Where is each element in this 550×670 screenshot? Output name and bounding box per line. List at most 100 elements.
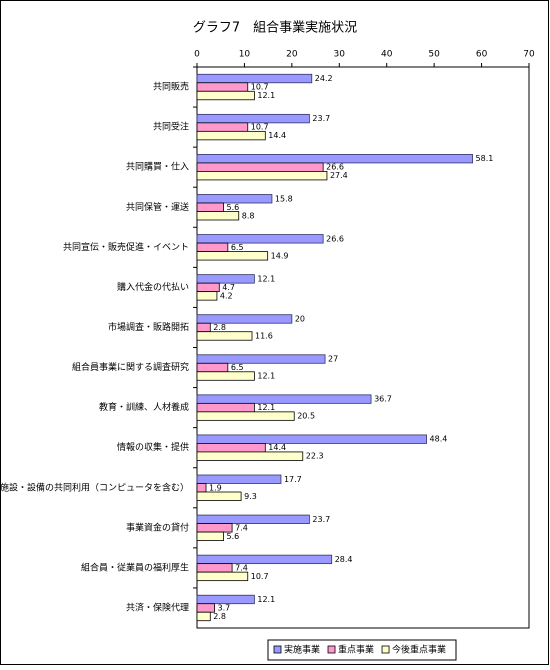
bar [196, 514, 310, 524]
bar [196, 331, 253, 341]
bar [196, 451, 304, 461]
bar [196, 483, 207, 493]
bar [196, 242, 229, 252]
legend-label: 実施事業 [284, 644, 320, 656]
value-label: 2.8 [213, 612, 226, 621]
legend-label: 今後重点事業 [392, 644, 446, 656]
bar [196, 554, 333, 565]
value-label: 5.6 [227, 203, 240, 212]
bar [196, 113, 310, 124]
bar [196, 73, 313, 84]
bar [196, 434, 427, 444]
bar [196, 491, 242, 501]
value-label: 20 [295, 314, 305, 323]
x-tick-label: 0 [194, 50, 200, 60]
x-tick-label: 40 [381, 50, 393, 60]
value-label: 5.6 [227, 532, 240, 541]
value-label: 28.4 [335, 555, 353, 564]
legend-swatch [273, 645, 282, 654]
chart-title: グラフ7 組合事業実施状況 [193, 20, 357, 36]
y-tick-label: 組合員・従業員の福利厚生 [81, 561, 189, 573]
value-label: 10.7 [251, 123, 269, 132]
bar [196, 603, 215, 613]
x-tick-label: 70 [523, 50, 535, 60]
y-tick-label: 共済・保険代理 [126, 601, 189, 613]
value-label: 23.7 [312, 515, 330, 524]
bar [196, 154, 473, 164]
bar [196, 171, 328, 181]
value-label: 27.4 [330, 171, 348, 180]
legend-swatch [381, 645, 390, 654]
y-tick-label: 教育・訓練、人材養成 [99, 401, 189, 413]
y-tick-label: 共同購買・仕入 [126, 161, 189, 173]
y-tick-label: 事業資金の貸付 [126, 521, 189, 533]
plot-area [196, 66, 530, 629]
bar [196, 571, 249, 582]
value-label: 26.6 [326, 163, 344, 172]
bar [196, 531, 224, 541]
value-label: 11.6 [255, 331, 273, 340]
legend-box [267, 639, 457, 661]
value-label: 17.7 [284, 475, 302, 484]
value-label: 9.3 [244, 492, 257, 501]
bar [196, 90, 255, 101]
value-label: 4.2 [220, 291, 233, 300]
y-tick-label: 施設・設備の共同利用（コンピュータを含む） [0, 481, 189, 493]
y-tick-label: 市場調査・販路開拓 [108, 321, 189, 333]
value-label: 36.7 [374, 395, 392, 404]
bar [196, 234, 324, 244]
value-label: 12.1 [257, 274, 275, 283]
bar [196, 82, 249, 92]
bar [196, 282, 220, 293]
y-tick-label: 共同受注 [153, 121, 189, 133]
value-label: 7.4 [235, 563, 248, 572]
bar [196, 594, 255, 605]
bar [196, 523, 233, 533]
value-label: 10.7 [251, 572, 269, 581]
y-tick-label: 共同宣伝・販売促進・イベント [63, 241, 189, 253]
value-label: 12.1 [257, 372, 275, 381]
x-tick-label: 50 [428, 50, 440, 60]
value-label: 7.4 [235, 523, 248, 532]
value-label: 14.4 [268, 443, 286, 452]
value-label: 12.1 [257, 91, 275, 100]
value-label: 1.9 [209, 483, 222, 492]
value-label: 6.5 [231, 363, 244, 372]
bar [196, 251, 269, 261]
x-tick-label: 60 [476, 50, 488, 60]
bar [196, 411, 295, 421]
x-tick-label: 20 [286, 50, 298, 60]
bar [196, 354, 326, 364]
x-tick-label: 30 [334, 50, 346, 60]
bar [196, 130, 266, 141]
value-label: 23.7 [312, 114, 330, 123]
bar [196, 274, 255, 284]
bar [196, 563, 233, 573]
bar [196, 611, 211, 622]
y-tick-label: 共同保管・運送 [126, 201, 189, 213]
value-label: 6.5 [231, 243, 244, 252]
bar [196, 394, 372, 404]
legend-label: 重点事業 [338, 644, 374, 656]
y-tick-label: 購入代金の代払い [117, 281, 189, 293]
value-label: 22.3 [306, 452, 324, 461]
value-label: 27 [328, 355, 338, 364]
value-label: 8.8 [242, 211, 255, 220]
value-label: 15.8 [275, 194, 293, 203]
x-tick-label: 10 [239, 50, 251, 60]
legend-swatch [327, 645, 336, 654]
bar [196, 474, 282, 484]
value-label: 10.7 [251, 83, 269, 92]
value-label: 14.4 [268, 131, 286, 140]
value-label: 12.1 [257, 403, 275, 412]
bar [196, 211, 240, 221]
bar [196, 322, 211, 333]
bar [196, 291, 218, 301]
value-label: 58.1 [476, 154, 494, 163]
value-label: 48.4 [430, 435, 448, 444]
value-label: 26.6 [326, 234, 344, 243]
value-label: 14.9 [271, 251, 289, 260]
bar [196, 371, 255, 381]
bar [196, 194, 273, 204]
